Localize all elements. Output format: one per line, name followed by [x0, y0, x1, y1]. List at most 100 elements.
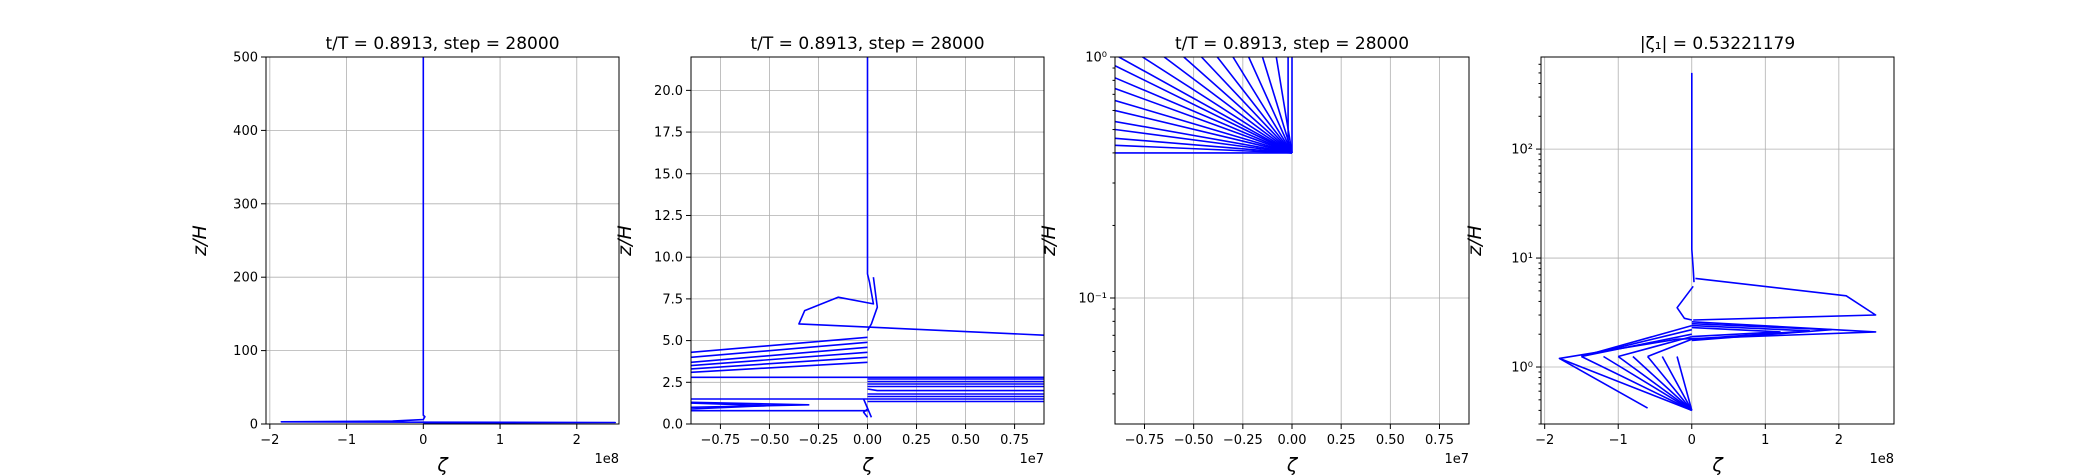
series-line	[1200, 57, 1293, 154]
series-line	[1142, 57, 1293, 154]
series-line	[1115, 87, 1293, 154]
x-tick-label: 1	[496, 433, 504, 448]
series-line	[1261, 57, 1293, 154]
series-line	[1691, 326, 1781, 338]
series-line	[691, 336, 868, 354]
series-line	[798, 57, 1044, 336]
x-tick-label: 0.50	[1376, 433, 1405, 448]
x-offset-label: 1e8	[594, 452, 619, 467]
series-line	[1115, 64, 1293, 154]
series-line	[280, 57, 617, 424]
series-group	[1115, 57, 1293, 154]
axes-frame	[1114, 56, 1470, 425]
y-tick-label: 400	[233, 124, 258, 139]
y-tick-label: 10¹	[1511, 252, 1533, 267]
series-line	[691, 361, 868, 374]
series-line	[1247, 57, 1293, 154]
gridlines	[266, 56, 619, 425]
subplot-title: |ζ₁| = 0.53221179	[1640, 34, 1795, 54]
x-tick-label: −2	[260, 433, 279, 448]
subplot-2: t/T = 0.8913, step = 28000 ζ z/H 1e7 −0.…	[614, 34, 1045, 475]
y-axis-label: z/H	[1464, 225, 1486, 257]
series-line	[1115, 99, 1293, 154]
y-tick-label: 10⁻¹	[1078, 291, 1107, 306]
x-tick-label: −1	[1609, 433, 1628, 448]
x-tick-label: −2	[1535, 433, 1554, 448]
series-line	[1617, 355, 1693, 412]
series-line	[1275, 57, 1293, 154]
y-tick-label: 100	[233, 344, 258, 359]
x-tick-label: 0.25	[1327, 433, 1356, 448]
y-tick-label: 0	[250, 418, 258, 433]
x-tick-label: −0.75	[1125, 433, 1165, 448]
series-line	[1115, 144, 1293, 154]
x-tick-label: 0.50	[951, 433, 980, 448]
series-line	[1676, 356, 1693, 411]
x-tick-label: 0	[1688, 433, 1696, 448]
series-line	[867, 388, 1044, 392]
series-line	[1617, 335, 1693, 358]
series-line	[1163, 57, 1293, 154]
y-tick-label: 10.0	[654, 251, 683, 266]
series-line	[1115, 120, 1293, 154]
gridlines	[1115, 56, 1469, 424]
y-tick-label: 5.0	[662, 334, 683, 349]
y-axis-label: z/H	[614, 225, 636, 257]
x-offset-label: 1e7	[1019, 452, 1044, 467]
series-line	[1232, 57, 1293, 154]
y-tick-label: 12.5	[654, 209, 683, 224]
series-line	[1118, 57, 1293, 154]
x-tick-label: −0.75	[700, 433, 740, 448]
series-line	[691, 356, 868, 370]
x-tick-label: 0.25	[902, 433, 931, 448]
series-line	[1646, 355, 1693, 411]
y-tick-label: 10⁰	[1085, 51, 1107, 66]
x-axis-label: ζ	[1711, 454, 1724, 475]
x-axis-label: ζ	[436, 454, 449, 475]
y-axis-label: z/H	[189, 225, 211, 257]
y-tick-label: 2.5	[662, 376, 683, 391]
series-line	[1115, 128, 1293, 154]
y-tick-label: 17.5	[654, 126, 683, 141]
x-offset-label: 1e8	[1869, 452, 1894, 467]
series-line	[691, 401, 810, 409]
subplot-title: t/T = 0.8913, step = 28000	[325, 34, 559, 54]
x-tick-label: 2	[573, 433, 581, 448]
x-tick-label: −0.25	[1223, 433, 1263, 448]
gridlines	[1541, 57, 1894, 424]
series-line	[1581, 333, 1692, 358]
series-line	[1115, 137, 1293, 154]
y-tick-label: 300	[233, 197, 258, 212]
series-group	[1558, 72, 1877, 412]
x-tick-label: 2	[1835, 433, 1843, 448]
series-line	[862, 398, 873, 418]
y-tick-label: 200	[233, 271, 258, 286]
series-line	[1661, 356, 1693, 411]
subplot-3: t/T = 0.8913, step = 28000 ζ z/H 1e7 −0.…	[1038, 34, 1470, 475]
x-tick-label: 0.00	[1278, 433, 1307, 448]
subplot-4: |ζ₁| = 0.53221179 ζ z/H 1e8 −2 −1 0 1 2 10⁰ 10…	[1464, 34, 1895, 475]
series-line	[1559, 357, 1648, 409]
x-tick-label: −0.25	[799, 433, 839, 448]
y-axis-label: z/H	[1038, 225, 1060, 257]
axes-frame	[690, 56, 1045, 425]
x-tick-label: −0.50	[750, 433, 790, 448]
series-line	[1691, 72, 1695, 283]
x-offset-label: 1e7	[1444, 452, 1469, 467]
y-tick-label: 7.5	[662, 292, 683, 307]
series-line	[1693, 277, 1877, 321]
x-tick-label: 0.75	[1000, 433, 1029, 448]
y-tick-label: 10⁰	[1511, 361, 1533, 376]
series-line	[862, 408, 869, 418]
series-line	[866, 277, 879, 332]
series-line	[1115, 109, 1293, 154]
series-group	[280, 57, 617, 424]
series-line	[691, 341, 868, 359]
series-line	[691, 402, 771, 410]
series-line	[1647, 338, 1693, 358]
axes-frame	[265, 56, 620, 425]
x-tick-label: 0	[419, 433, 427, 448]
series-line	[691, 346, 868, 364]
subplot-title: t/T = 0.8913, step = 28000	[1175, 34, 1409, 54]
